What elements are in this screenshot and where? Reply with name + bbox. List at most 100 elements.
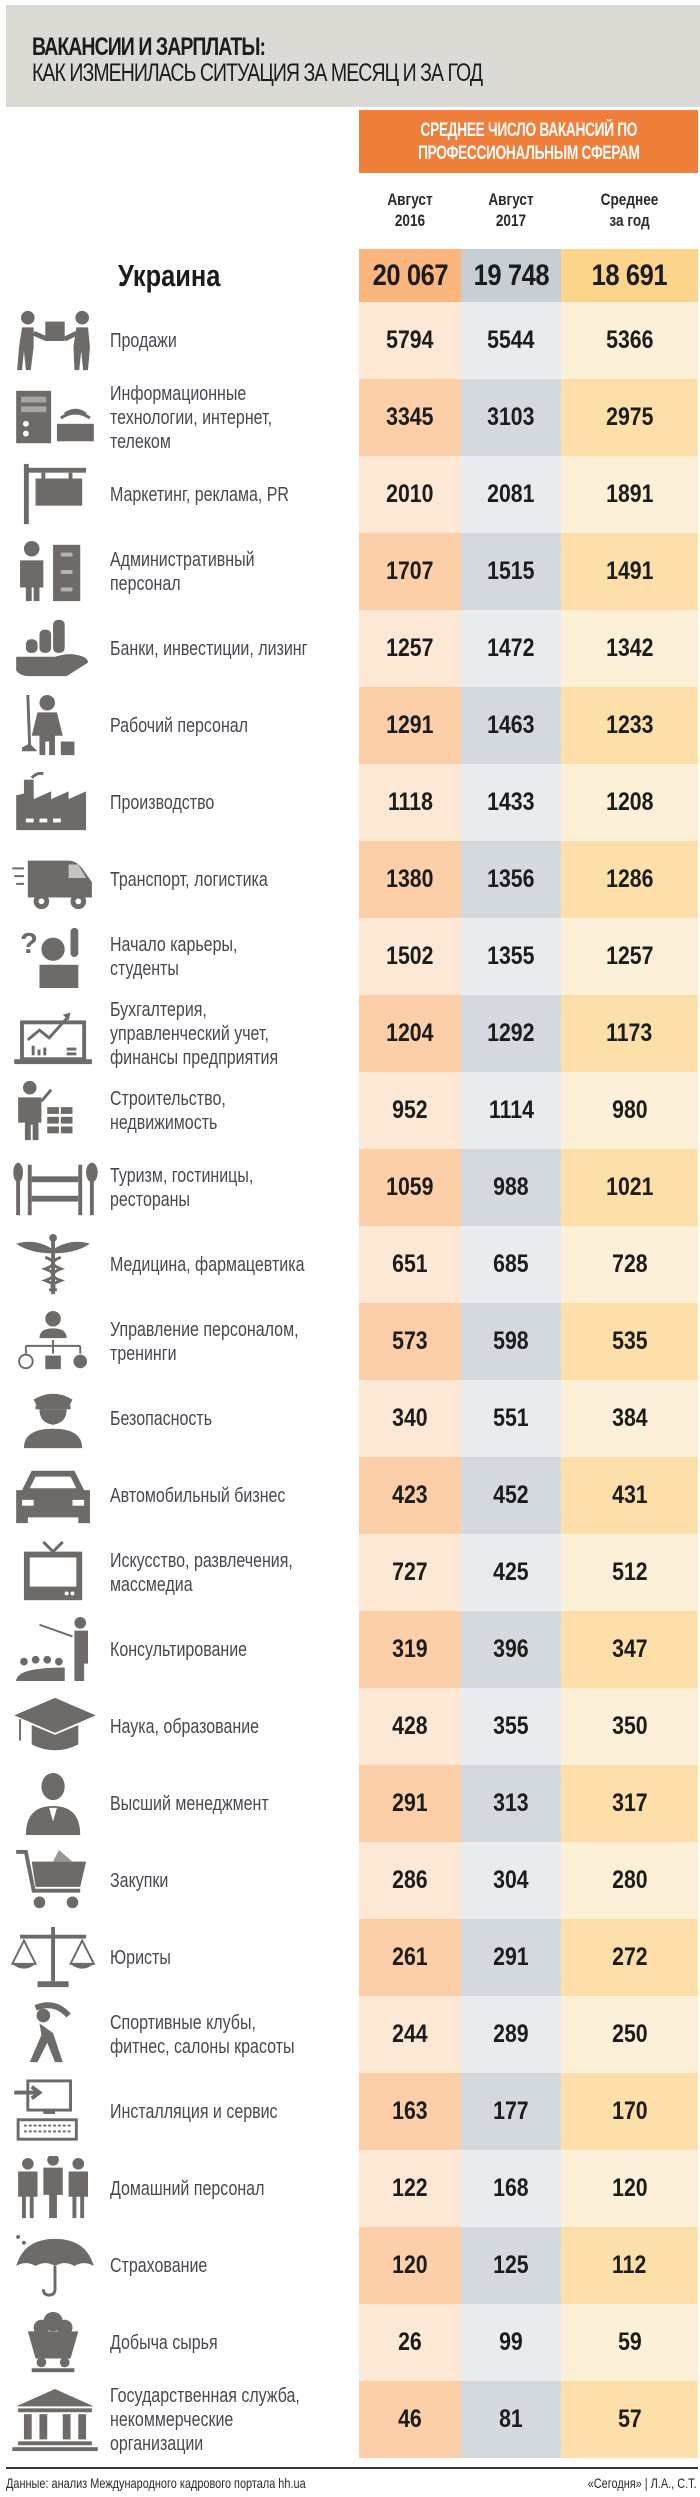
- cell-aug2016: 261: [359, 1919, 461, 1996]
- computer-keyboard-icon: [10, 385, 100, 451]
- cell-aug2016: 340: [359, 1380, 461, 1457]
- cell-average: 1342: [561, 610, 698, 687]
- cell-aug2016: 1118: [359, 764, 461, 841]
- title-subtitle: КАК ИЗМЕНИЛАСЬ СИТУАЦИЯ ЗА МЕСЯЦ И ЗА ГО…: [32, 59, 483, 87]
- table-row: Туризм, гостиницы, рестораны 1059 988 10…: [0, 1149, 700, 1226]
- cell-aug2016: 46: [359, 2381, 461, 2458]
- title-banner: ВАКАНСИИ И ЗАРПЛАТЫ: КАК ИЗМЕНИЛАСЬ СИТУ…: [6, 5, 700, 107]
- monitor-keyboard-icon: [10, 2079, 100, 2145]
- security-guard-icon: [10, 1386, 100, 1452]
- cell-aug2016: 3345: [359, 379, 461, 456]
- row-label: Юристы: [110, 1946, 171, 1969]
- row-label: Строительство, недвижимость: [110, 1087, 226, 1134]
- cell-aug2016: 423: [359, 1457, 461, 1534]
- cell-aug2017: 1463: [461, 687, 561, 764]
- cell-aug2016: 952: [359, 1072, 461, 1149]
- cell-average: 57: [561, 2381, 698, 2458]
- cell-aug2017: 313: [461, 1765, 561, 1842]
- section-header: СРЕДНЕЕ ЧИСЛО ВАКАНСИЙ ПО ПРОФЕССИОНАЛЬН…: [359, 110, 698, 173]
- row-label: Консультирование: [110, 1638, 248, 1661]
- cell-aug2017: 685: [461, 1226, 561, 1303]
- office-worker-cabinet-icon: [10, 539, 100, 605]
- signboard-icon: [10, 462, 100, 528]
- row-label: Банки, инвестиции, лизинг: [110, 637, 308, 660]
- row-label: Автомобильный бизнес: [110, 1484, 286, 1507]
- total-label: Украина: [118, 258, 221, 293]
- cell-aug2016: 1204: [359, 995, 461, 1072]
- government-building-icon: [10, 2387, 100, 2453]
- coins-hand-icon: [10, 616, 100, 682]
- student-question-icon: ?: [10, 924, 100, 990]
- cell-aug2016: 727: [359, 1534, 461, 1611]
- total-average: 18 691: [561, 249, 698, 302]
- cell-average: 1173: [561, 995, 698, 1072]
- table-row: Высший менеджмент 291 313 317: [0, 1765, 700, 1842]
- cell-aug2016: 291: [359, 1765, 461, 1842]
- cell-average: 980: [561, 1072, 698, 1149]
- column-headers: Август 2016 Август 2017 Среднее за год: [359, 189, 698, 235]
- cell-aug2016: 2010: [359, 456, 461, 533]
- handshake-delivery-icon: [10, 308, 100, 374]
- section-header-line2: ПРОФЕССИОНАЛЬНЫМ СФЕРАМ: [417, 142, 640, 164]
- table-row: Государственная служба, некоммерческие о…: [0, 2381, 700, 2458]
- scales-icon: [10, 1925, 100, 1991]
- data-table: Продажи 5794 5544 5366 Информационные те…: [0, 302, 700, 2458]
- cell-aug2017: 355: [461, 1688, 561, 1765]
- cell-aug2016: 120: [359, 2227, 461, 2304]
- row-label: Наука, образование: [110, 1715, 260, 1738]
- table-row: Управление персоналом, тренинги 573 598 …: [0, 1303, 700, 1380]
- section-header-line1: СРЕДНЕЕ ЧИСЛО ВАКАНСИЙ ПО: [420, 119, 637, 141]
- row-label: Производство: [110, 791, 215, 814]
- cell-aug2017: 5544: [461, 302, 561, 379]
- cell-aug2017: 396: [461, 1611, 561, 1688]
- cell-aug2016: 244: [359, 1996, 461, 2073]
- cell-aug2017: 1292: [461, 995, 561, 1072]
- svg-text:?: ?: [20, 928, 38, 960]
- cell-average: 1208: [561, 764, 698, 841]
- row-label: Транспорт, логистика: [110, 868, 268, 891]
- cell-aug2016: 1502: [359, 918, 461, 995]
- row-label: Безопасность: [110, 1407, 213, 1430]
- hr-org-chart-icon: [10, 1309, 100, 1375]
- footer-credit: «Сегодня» | Л.А., С.Т.: [588, 2475, 697, 2491]
- cell-aug2016: 651: [359, 1226, 461, 1303]
- table-row: Спортивные клубы, фитнес, салоны красоты…: [0, 1996, 700, 2073]
- cell-average: 384: [561, 1380, 698, 1457]
- row-label: Спортивные клубы, фитнес, салоны красоты: [110, 2011, 295, 2058]
- cell-aug2016: 1257: [359, 610, 461, 687]
- cell-aug2017: 1433: [461, 764, 561, 841]
- row-label: Добыча сырья: [110, 2331, 218, 2354]
- stretching-person-icon: [10, 2002, 100, 2068]
- row-label: Государственная служба, некоммерческие о…: [110, 2384, 300, 2455]
- cell-average: 112: [561, 2227, 698, 2304]
- table-row: Транспорт, логистика 1380 1356 1286: [0, 841, 700, 918]
- total-aug2016: 20 067: [359, 249, 461, 302]
- builder-bricks-icon: [10, 1078, 100, 1144]
- table-row: Производство 1118 1433 1208: [0, 764, 700, 841]
- table-row: Домашний персонал 122 168 120: [0, 2150, 700, 2227]
- row-label: Рабочий персонал: [110, 714, 249, 737]
- cell-average: 350: [561, 1688, 698, 1765]
- column-header-aug2016: Август 2016: [387, 190, 433, 230]
- row-label: Маркетинг, реклама, PR: [110, 483, 289, 506]
- row-label: Управление персоналом, тренинги: [110, 1318, 299, 1365]
- cell-average: 317: [561, 1765, 698, 1842]
- title-main: ВАКАНСИИ И ЗАРПЛАТЫ:: [32, 33, 266, 61]
- row-label: Домашний персонал: [110, 2177, 265, 2200]
- umbrella-icon: [10, 2233, 100, 2299]
- table-row: Страхование 120 125 112: [0, 2227, 700, 2304]
- column-header-average: Среднее за год: [600, 190, 659, 230]
- cell-aug2016: 163: [359, 2073, 461, 2150]
- cell-aug2016: 1291: [359, 687, 461, 764]
- shopping-cart-icon: [10, 1848, 100, 1914]
- cell-aug2017: 291: [461, 1919, 561, 1996]
- row-label: Высший менеджмент: [110, 1792, 269, 1815]
- row-label: Бухгалтерия, управленческий учет, финанс…: [110, 998, 279, 1069]
- table-row: Юристы 261 291 272: [0, 1919, 700, 1996]
- cell-average: 170: [561, 2073, 698, 2150]
- car-icon: [10, 1463, 100, 1529]
- total-row-ukraine: Украина 20 067 19 748 18 691: [0, 249, 700, 302]
- row-label: Информационные технологии, интернет, тел…: [110, 382, 273, 453]
- cell-average: 1021: [561, 1149, 698, 1226]
- cell-aug2017: 452: [461, 1457, 561, 1534]
